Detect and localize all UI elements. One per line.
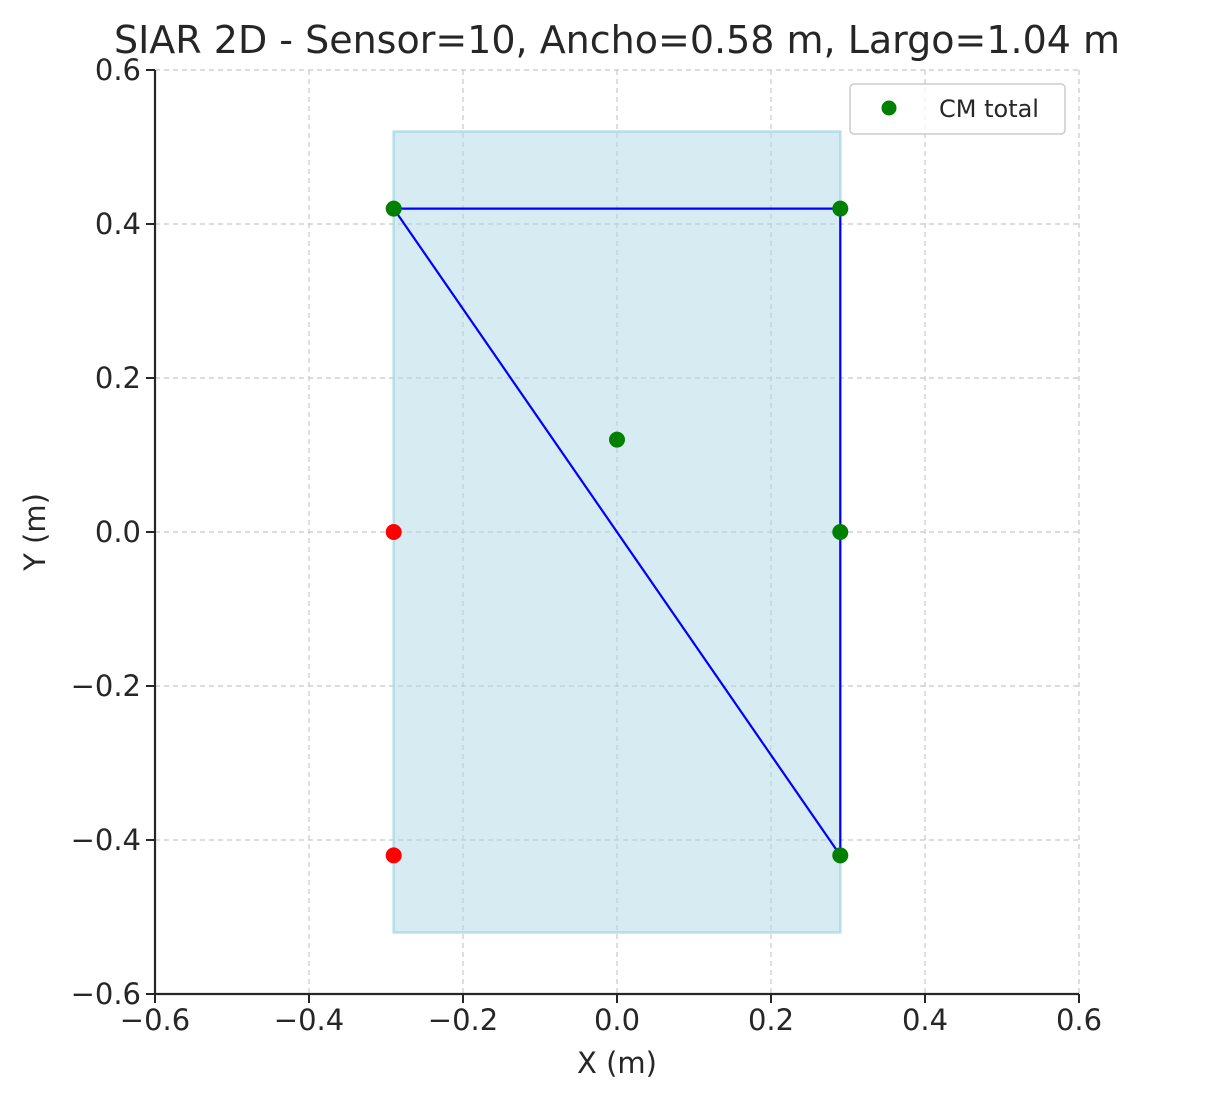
- data-point-s1-0: [385, 200, 402, 217]
- data-point-s2-0: [385, 524, 402, 540]
- legend-label: CM total: [939, 95, 1039, 123]
- x-tick-label-3: 0.0: [594, 1003, 640, 1037]
- y-axis-label: Y (m): [18, 493, 52, 572]
- axes: [146, 69, 1080, 1003]
- y-tick-label-0: −0.6: [71, 977, 141, 1011]
- data-point-s2-1: [385, 847, 402, 864]
- data-point-s1-1: [832, 200, 849, 217]
- y-tick-label-5: 0.4: [95, 207, 141, 241]
- legend-marker: [881, 100, 897, 116]
- x-axis-label: X (m): [577, 1046, 657, 1080]
- legend: CM total: [849, 83, 1066, 135]
- y-tick-label-4: 0.2: [95, 361, 141, 395]
- x-tick-label-6: 0.6: [1056, 1003, 1102, 1037]
- y-tick-label-1: −0.4: [71, 823, 141, 857]
- x-tick-label-5: 0.4: [902, 1003, 948, 1037]
- x-tick-label-0: −0.6: [120, 1003, 190, 1037]
- data-point-s1-3: [832, 847, 849, 864]
- y-tick-label-3: 0.0: [95, 515, 141, 549]
- chart-title: SIAR 2D - Sensor=10, Ancho=0.58 m, Largo…: [114, 18, 1120, 62]
- points-layer: [385, 200, 849, 864]
- x-tick-label-1: −0.4: [274, 1003, 344, 1037]
- y-tick-label-6: 0.6: [95, 53, 141, 87]
- x-tick-label-4: 0.2: [748, 1003, 794, 1037]
- data-point-s0-0: [609, 431, 625, 448]
- legend-box: [849, 83, 1066, 135]
- tick-labels: −0.6 −0.4 −0.2 0.0 0.2 0.4 0.6 −0.6 −0.4 −0.2 0.0 0…: [71, 53, 1102, 1037]
- data-point-s1-2: [832, 524, 849, 540]
- x-tick-label-2: −0.2: [428, 1003, 498, 1037]
- y-tick-label-2: −0.2: [71, 669, 141, 703]
